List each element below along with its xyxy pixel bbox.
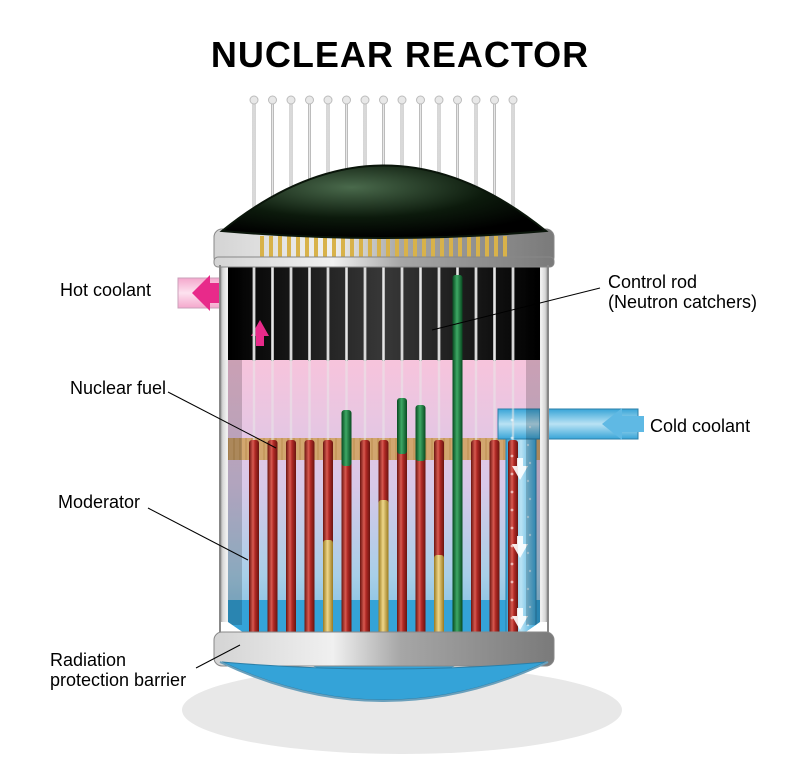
label-hot-coolant: Hot coolant	[60, 280, 151, 302]
label-control-rod-2: (Neutron catchers)	[608, 292, 757, 314]
label-control-rod-1: Control rod	[608, 272, 697, 294]
label-radiation-2: protection barrier	[50, 670, 186, 692]
label-moderator: Moderator	[58, 492, 140, 514]
label-cold-coolant: Cold coolant	[650, 416, 750, 438]
label-radiation-1: Radiation	[50, 650, 126, 672]
label-nuclear-fuel: Nuclear fuel	[70, 378, 166, 400]
diagram-stage: NUCLEAR REACTOR Hot coolant Nuclear fuel…	[0, 0, 800, 777]
